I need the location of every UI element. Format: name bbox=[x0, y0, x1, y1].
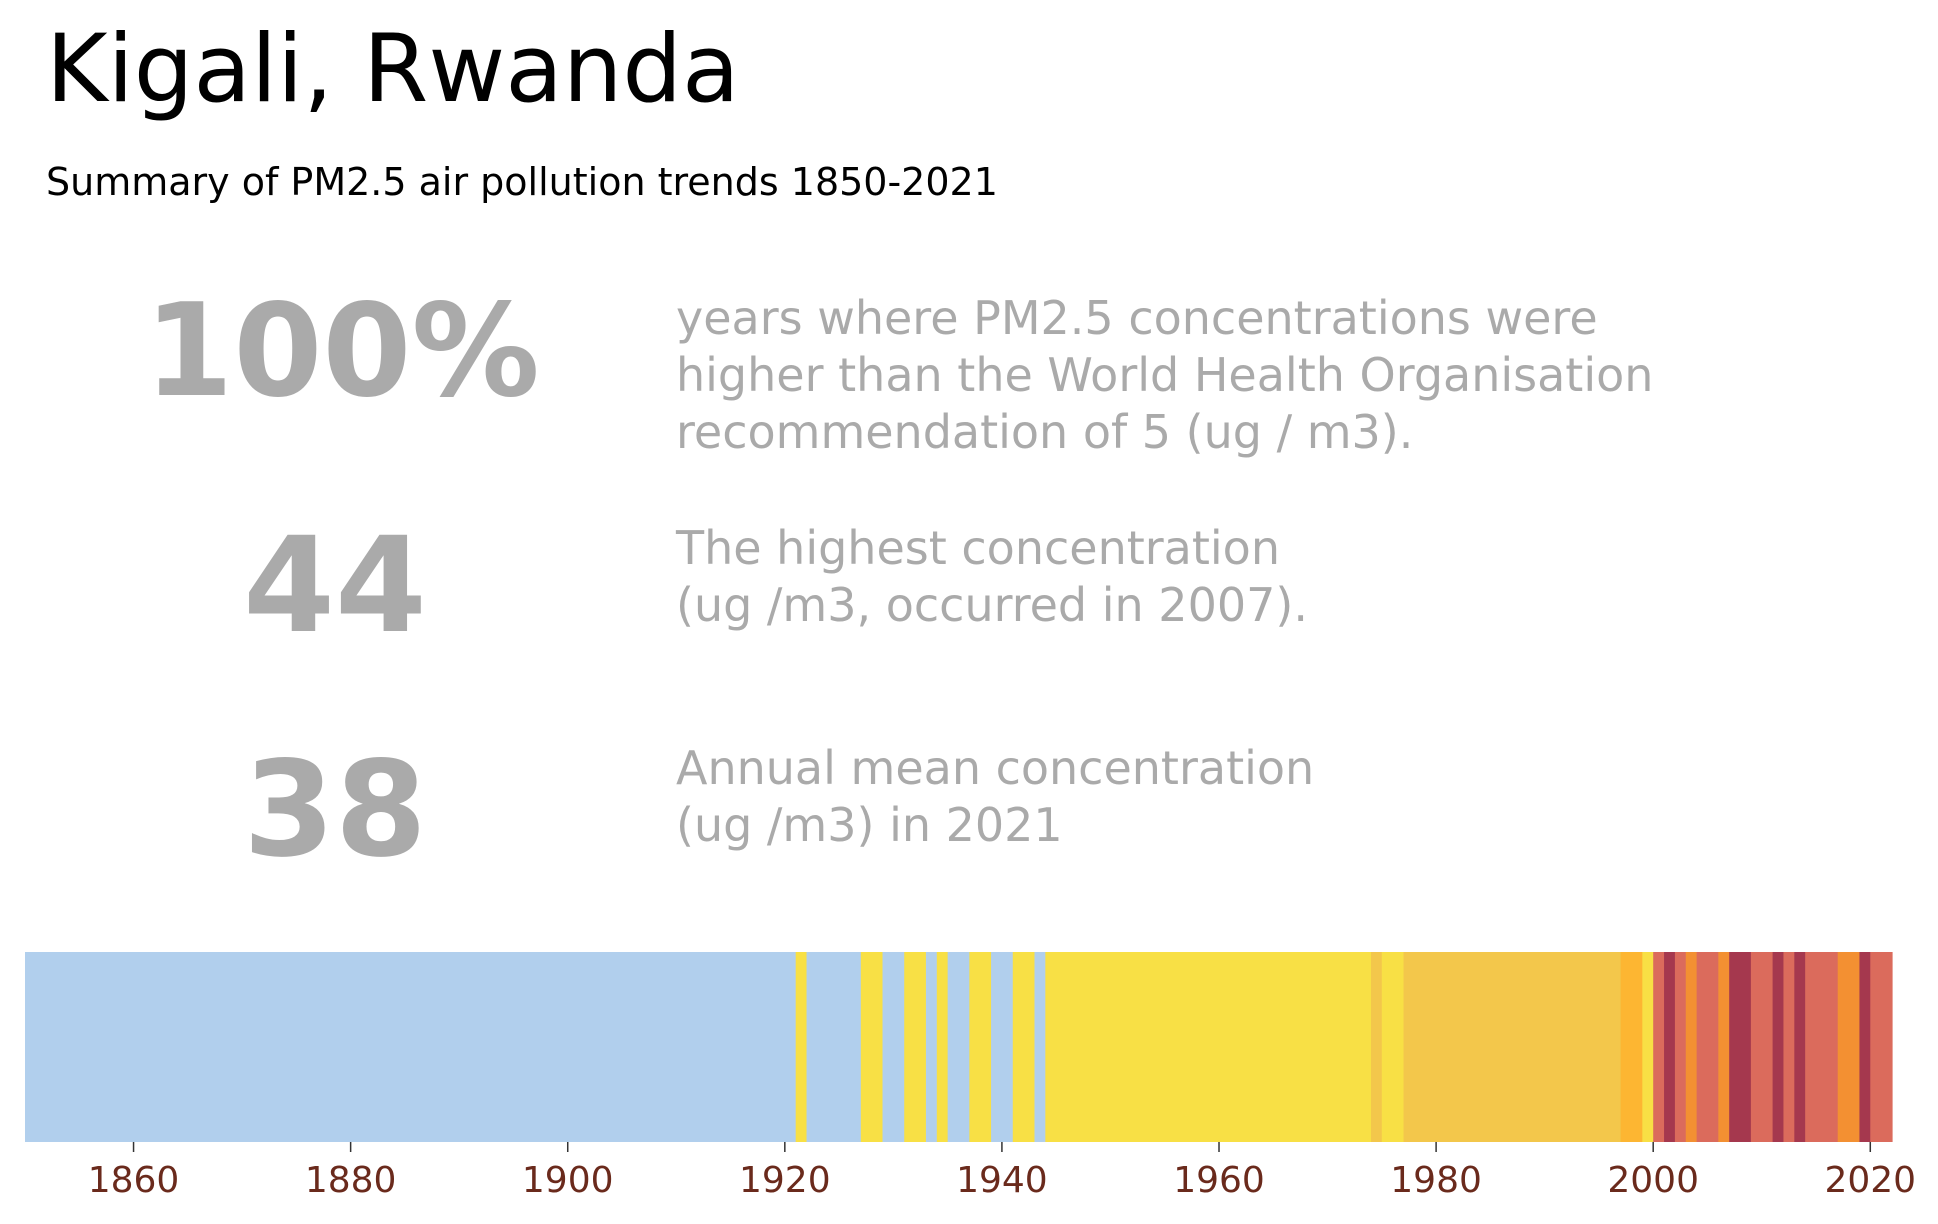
stripe-1974 bbox=[1370, 952, 1383, 1142]
stripe-2000 bbox=[1653, 952, 1665, 1142]
x-tick-label: 1960 bbox=[1173, 1160, 1265, 1201]
stripe-1933 bbox=[925, 952, 938, 1142]
stripe-2004 bbox=[1696, 952, 1719, 1142]
stripe-1929 bbox=[882, 952, 905, 1142]
page-subtitle: Summary of PM2.5 air pollution trends 18… bbox=[46, 160, 998, 204]
page-title: Kigali, Rwanda bbox=[46, 15, 740, 124]
stripe-2014 bbox=[1805, 952, 1839, 1142]
stripe-1935 bbox=[947, 952, 970, 1142]
stripe-1941 bbox=[1012, 952, 1036, 1142]
stripe-2007 bbox=[1729, 952, 1752, 1142]
x-tick-label: 2020 bbox=[1824, 1160, 1916, 1201]
x-tick-label: 2000 bbox=[1607, 1160, 1699, 1201]
stripe-1922 bbox=[806, 952, 862, 1142]
stat-desc-line: years where PM2.5 concentrations were bbox=[676, 291, 1598, 345]
stat-desc-highest-concentration: The highest concentration (ug /m3, occur… bbox=[676, 520, 1308, 634]
stat-value-annual-mean: 38 bbox=[243, 733, 427, 887]
stat-desc-line: (ug /m3, occurred in 2007). bbox=[676, 578, 1308, 632]
stripe-2001 bbox=[1664, 952, 1676, 1142]
stripe-2009 bbox=[1750, 952, 1774, 1142]
stripe-1937 bbox=[969, 952, 992, 1142]
stripe-1931 bbox=[904, 952, 927, 1142]
x-tick-label: 1860 bbox=[88, 1160, 180, 1201]
x-tick-label: 1920 bbox=[739, 1160, 831, 1201]
stripe-2011 bbox=[1772, 952, 1785, 1142]
stripe-2003 bbox=[1685, 952, 1698, 1142]
x-axis-ticks: 1860 1880 1900 1920 1940 1960 1980 2000 2020 bbox=[88, 1142, 1916, 1201]
x-tick-label: 1940 bbox=[956, 1160, 1048, 1201]
stat-desc-line: recommendation of 5 (ug / m3). bbox=[676, 405, 1414, 459]
stat-desc-line: The highest concentration bbox=[676, 521, 1280, 575]
stripe-1997 bbox=[1620, 952, 1643, 1142]
stripe-1934 bbox=[936, 952, 949, 1142]
stat-desc-line: higher than the World Health Organisatio… bbox=[676, 348, 1654, 402]
stripe-1999 bbox=[1642, 952, 1654, 1142]
stripe-1943 bbox=[1034, 952, 1046, 1142]
stripe-1927 bbox=[860, 952, 884, 1142]
stripe-2017 bbox=[1837, 952, 1861, 1142]
stripe-2006 bbox=[1718, 952, 1730, 1142]
x-tick-label: 1880 bbox=[305, 1160, 397, 1201]
stripe-1975 bbox=[1381, 952, 1405, 1142]
stat-value-highest-concentration: 44 bbox=[243, 509, 427, 663]
stripe-2002 bbox=[1674, 952, 1687, 1142]
stat-desc-line: Annual mean concentration bbox=[676, 741, 1315, 795]
stat-desc-years-above-who: years where PM2.5 concentrations were hi… bbox=[676, 290, 1653, 461]
stripe-2012 bbox=[1783, 952, 1795, 1142]
stripe-group bbox=[25, 952, 1893, 1142]
stripe-2019 bbox=[1859, 952, 1871, 1142]
x-tick-label: 1980 bbox=[1390, 1160, 1482, 1201]
stripe-2020 bbox=[1870, 952, 1893, 1142]
stripe-1977 bbox=[1403, 952, 1622, 1142]
stripe-1850 bbox=[25, 952, 797, 1142]
stripe-2013 bbox=[1794, 952, 1806, 1142]
stripe-1921 bbox=[795, 952, 808, 1142]
stripe-1939 bbox=[991, 952, 1014, 1142]
stat-desc-annual-mean: Annual mean concentration (ug /m3) in 20… bbox=[676, 740, 1314, 854]
x-tick-label: 1900 bbox=[522, 1160, 614, 1201]
stripe-1944 bbox=[1045, 952, 1372, 1142]
stat-value-years-above-who: 100% bbox=[144, 277, 540, 426]
stat-desc-line: (ug /m3) in 2021 bbox=[676, 798, 1063, 852]
